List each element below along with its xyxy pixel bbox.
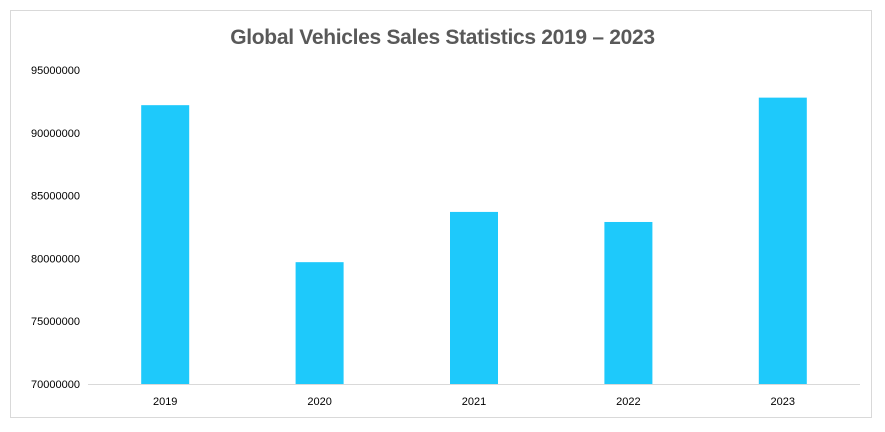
y-axis-ticks: 70000000 75000000 80000000 85000000 90000000… xyxy=(31,65,80,391)
y-tick-label: 75000000 xyxy=(31,316,80,328)
x-tick-label: 2020 xyxy=(307,396,331,408)
y-tick-label: 85000000 xyxy=(31,191,80,203)
y-tick-label: 80000000 xyxy=(31,253,80,265)
x-tick-label: 2019 xyxy=(153,396,177,408)
bar-2021 xyxy=(450,211,498,384)
bar-2019 xyxy=(141,105,190,384)
bar-2022 xyxy=(604,221,653,384)
y-tick-label: 90000000 xyxy=(31,128,80,140)
x-axis-ticks: 2019 2020 2021 2022 2023 xyxy=(153,396,795,408)
x-tick-label: 2023 xyxy=(771,396,795,408)
y-tick-label: 70000000 xyxy=(31,379,80,391)
x-tick-label: 2022 xyxy=(616,396,640,408)
chart-title: Global Vehicles Sales Statistics 2019 – … xyxy=(230,26,655,49)
bar-2023 xyxy=(758,97,807,384)
bars xyxy=(141,97,807,384)
y-tick-label: 95000000 xyxy=(31,65,80,77)
x-tick-label: 2021 xyxy=(462,396,486,408)
bar-2020 xyxy=(295,262,344,384)
